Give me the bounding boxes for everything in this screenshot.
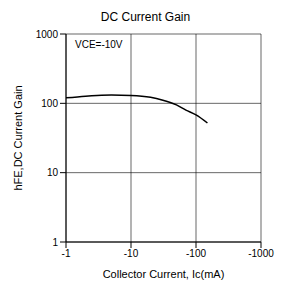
svg-text:-10: -10 — [124, 248, 139, 259]
svg-text:hFE,DC Current Gain: hFE,DC Current Gain — [12, 85, 24, 190]
svg-text:10: 10 — [47, 167, 59, 178]
svg-text:1000: 1000 — [36, 29, 59, 40]
svg-text:-1: -1 — [62, 248, 71, 259]
svg-text:Collector Current, Ic(mA): Collector Current, Ic(mA) — [103, 268, 225, 280]
html-text:VCE=-10V: VCE=-10V — [75, 39, 123, 50]
svg-text:100: 100 — [41, 98, 58, 109]
html-text:DC Current Gain: DC Current Gain — [100, 10, 191, 24]
svg-text:1: 1 — [52, 237, 58, 248]
svg-text:-100: -100 — [186, 248, 206, 259]
svg-text:-1000: -1000 — [248, 248, 274, 259]
